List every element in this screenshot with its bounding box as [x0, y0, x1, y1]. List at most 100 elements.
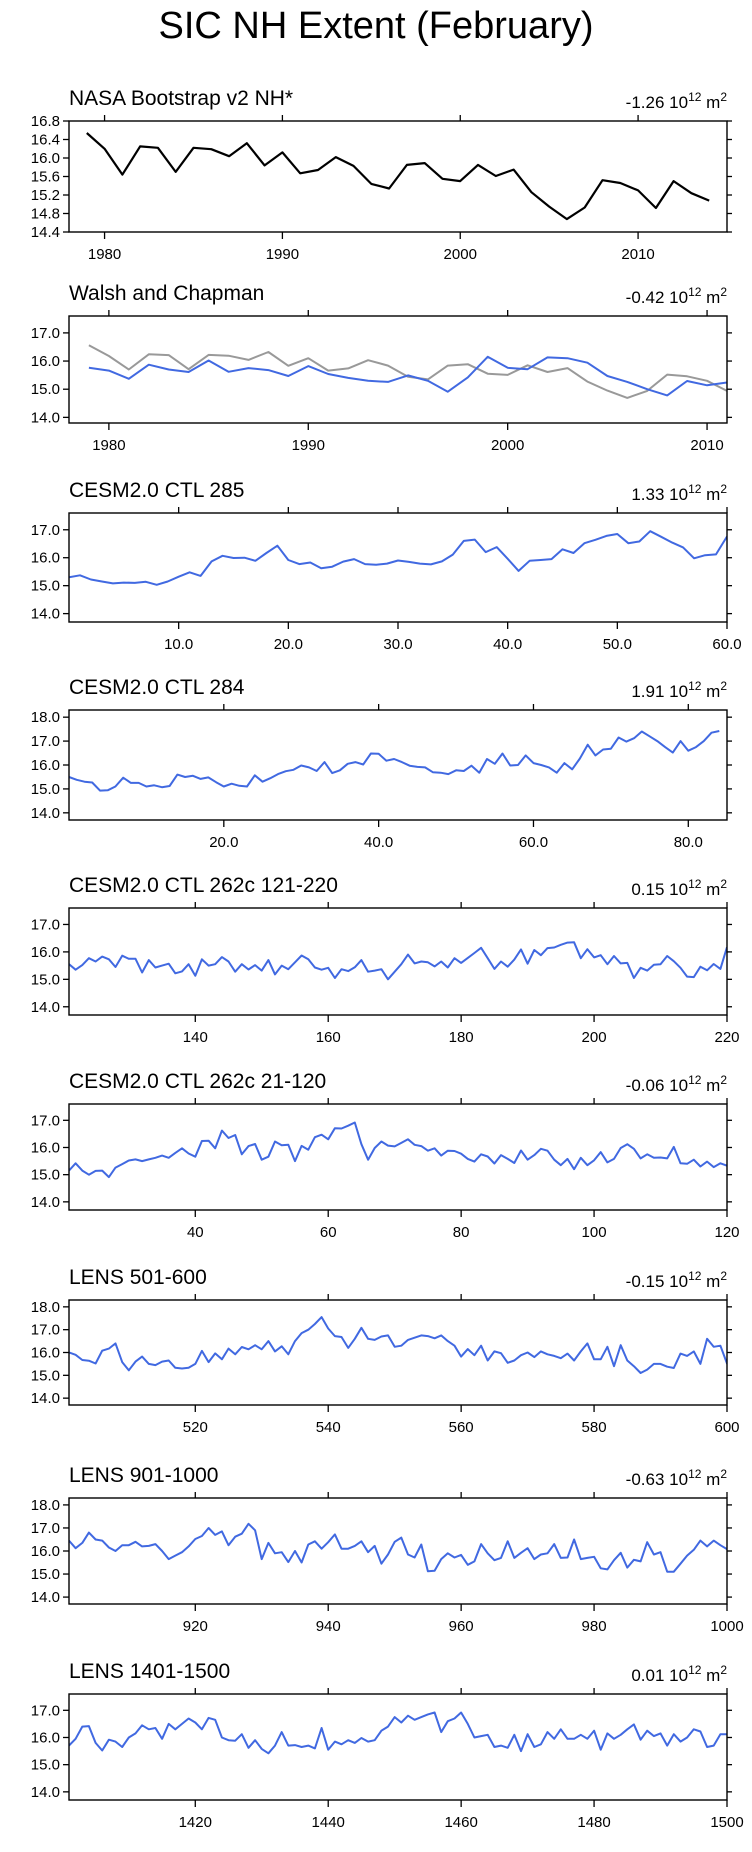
x-tick-label: 1500: [710, 1814, 743, 1831]
trend-unit-name: m: [701, 1470, 720, 1489]
y-tick-label: 16.0: [31, 757, 60, 774]
trend-label: -0.06 1012 m2: [626, 1073, 728, 1095]
trend-unit-base: 10: [664, 1470, 688, 1489]
trend-unit-exp: 12: [688, 1269, 702, 1283]
y-tick-label: 15.0: [31, 1566, 60, 1583]
plot-frame: [68, 512, 728, 623]
x-tick-label: 220: [714, 1029, 739, 1046]
trend-unit-base: 10: [664, 1666, 688, 1685]
chart-panel: CESM2.0 CTL 262c 121-220 0.15 1012 m2 14.0…: [31, 874, 740, 1046]
y-tick-label: 17.0: [31, 1322, 60, 1339]
y-tick-label: 16.0: [31, 1139, 60, 1156]
chart-panel: CESM2.0 CTL 285 1.33 1012 m2 14.0 15.0 16.0 1…: [31, 479, 742, 653]
x-tick-label: 1440: [312, 1814, 345, 1831]
plot-frame: [68, 315, 728, 424]
trend-unit-exp: 2: [720, 482, 727, 496]
trend-value: -0.06: [626, 1076, 665, 1095]
trend-unit-name: m: [701, 1076, 720, 1095]
y-tick-label: 17.0: [31, 1702, 60, 1719]
x-tick-label: 40.0: [364, 834, 393, 851]
trend-unit-name: m: [701, 288, 720, 307]
panel-title: LENS 901-1000: [69, 1464, 218, 1487]
trend-unit-exp: 2: [720, 1467, 727, 1481]
y-tick-label: 14.0: [31, 409, 60, 426]
y-tick-label: 17.0: [31, 522, 60, 539]
trend-unit-exp: 12: [688, 1467, 702, 1481]
trend-value: 0.01: [631, 1666, 664, 1685]
x-tick-label: 560: [449, 1419, 474, 1436]
y-tick-label: 14.0: [31, 606, 60, 623]
trend-value: -0.63: [626, 1470, 665, 1489]
trend-unit-exp: 2: [720, 285, 727, 299]
x-tick-label: 60.0: [712, 636, 741, 653]
trend-unit-exp: 12: [688, 877, 702, 891]
x-tick-label: 920: [183, 1618, 208, 1635]
y-tick-label: 14.8: [31, 206, 60, 223]
y-tick-label: 15.2: [31, 187, 60, 204]
panel-title: CESM2.0 CTL 285: [69, 479, 244, 502]
y-tick-label: 14.0: [31, 1390, 60, 1407]
y-tick-label: 17.0: [31, 1112, 60, 1129]
x-tick-label: 940: [316, 1618, 341, 1635]
series-line: [69, 1121, 727, 1179]
x-tick-label: 540: [316, 1419, 341, 1436]
trend-unit-exp: 2: [720, 1269, 727, 1283]
trend-unit-base: 10: [664, 682, 688, 701]
trend-label: 1.91 1012 m2: [631, 679, 727, 701]
x-tick-label: 160: [316, 1029, 341, 1046]
x-tick-label: 20.0: [209, 834, 238, 851]
y-tick-label: 16.0: [31, 1729, 60, 1746]
plot-frame: [68, 709, 728, 821]
y-tick-label: 16.8: [31, 113, 60, 130]
panel-title: Walsh and Chapman: [69, 282, 264, 305]
panel-title: LENS 1401-1500: [69, 1660, 230, 1683]
trend-unit-base: 10: [664, 1272, 688, 1291]
x-tick-label: 2000: [491, 437, 524, 454]
trend-label: -0.63 1012 m2: [626, 1467, 728, 1489]
y-tick-label: 16.0: [31, 353, 60, 370]
x-tick-label: 980: [582, 1618, 607, 1635]
panel-title: CESM2.0 CTL 284: [69, 676, 245, 699]
series-line: [69, 1316, 727, 1374]
trend-value: 1.33: [631, 485, 664, 504]
x-tick-label: 50.0: [603, 636, 632, 653]
y-tick-label: 15.0: [31, 578, 60, 595]
x-tick-label: 20.0: [274, 636, 303, 653]
trend-unit-name: m: [701, 1272, 720, 1291]
x-tick-label: 520: [183, 1419, 208, 1436]
trend-unit-exp: 12: [688, 482, 702, 496]
trend-unit-exp: 12: [688, 285, 702, 299]
x-tick-label: 80: [453, 1224, 470, 1241]
x-tick-label: 600: [714, 1419, 739, 1436]
y-tick-label: 18.0: [31, 1299, 60, 1316]
x-tick-label: 60.0: [519, 834, 548, 851]
chart-panel: NASA Bootstrap v2 NH* -1.26 1012 m2 14.414…: [31, 87, 732, 263]
y-tick-label: 15.0: [31, 381, 60, 398]
x-tick-label: 120: [714, 1224, 739, 1241]
x-tick-label: 1420: [179, 1814, 212, 1831]
trend-value: -1.26: [626, 93, 665, 112]
plot-frame: [68, 1103, 728, 1211]
trend-unit-base: 10: [664, 288, 688, 307]
trend-unit-name: m: [701, 93, 720, 112]
panels: NASA Bootstrap v2 NH* -1.26 1012 m214.414…: [31, 87, 744, 1831]
trend-unit-exp: 12: [688, 679, 702, 693]
plot-frame: [68, 1693, 728, 1801]
trend-unit-exp: 2: [720, 679, 727, 693]
trend-label: 0.01 1012 m2: [631, 1663, 727, 1685]
x-tick-label: 30.0: [383, 636, 412, 653]
y-tick-label: 17.0: [31, 325, 60, 342]
x-tick-label: 2010: [621, 246, 654, 263]
y-tick-label: 15.0: [31, 1757, 60, 1774]
trend-label: -0.42 1012 m2: [626, 285, 728, 307]
trend-unit-name: m: [701, 1666, 720, 1685]
x-tick-label: 180: [449, 1029, 474, 1046]
trend-unit-base: 10: [664, 1076, 688, 1095]
series-line: [69, 730, 720, 792]
trend-unit-exp: 2: [720, 877, 727, 891]
trend-value: -0.42: [626, 288, 665, 307]
y-tick-label: 14.0: [31, 1194, 60, 1211]
trend-value: 0.15: [631, 880, 664, 899]
series-line: [88, 344, 727, 399]
y-tick-label: 16.4: [31, 132, 60, 149]
